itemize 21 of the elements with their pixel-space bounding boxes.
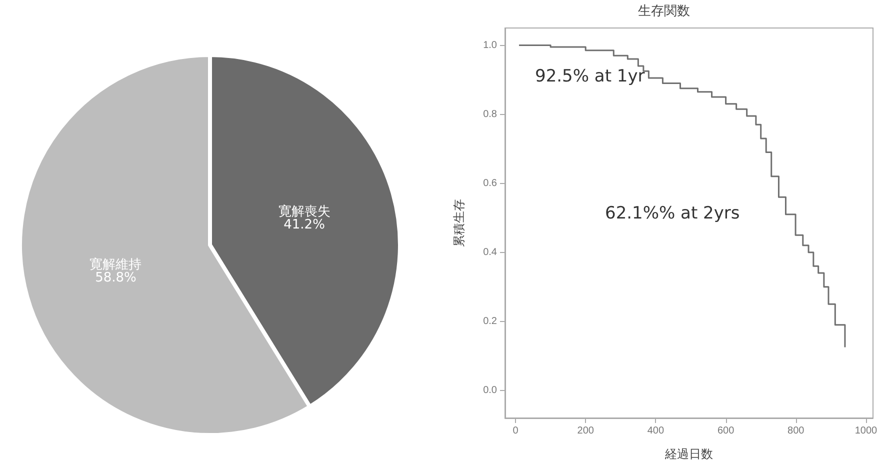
y-tick-label: 0.4 (483, 246, 498, 258)
x-tick-label: 600 (717, 426, 735, 436)
x-tick-label: 400 (647, 426, 664, 436)
x-tick-label: 800 (788, 426, 805, 436)
y-tick-label: 0.6 (483, 178, 498, 189)
annotation: 62.1%% at 2yrs (605, 204, 740, 224)
chart-title: 生存関数 (638, 4, 690, 19)
slice-label: 寛解維持 (90, 256, 142, 273)
y-tick-label: 1.0 (483, 40, 498, 51)
y-tick-label: 0.8 (483, 108, 498, 120)
y-tick-label: 0.0 (483, 384, 498, 396)
annotation: 92.5% at 1yr (535, 66, 645, 86)
x-tick-label: 0 (512, 426, 519, 436)
x-tick-label: 200 (577, 426, 594, 436)
slice-label: 寛解喪失 (278, 203, 330, 220)
data-label: 41.2% (284, 217, 325, 232)
x-axis-title: 経過日数 (664, 447, 713, 461)
y-axis-title: 累積生存 (452, 199, 466, 247)
y-tick-label: 0.2 (483, 316, 498, 327)
x-tick-label: 1000 (854, 426, 878, 436)
data-label: 58.8% (95, 270, 136, 286)
